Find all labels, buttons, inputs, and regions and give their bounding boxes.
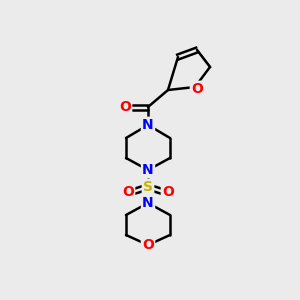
Text: S: S — [143, 180, 153, 194]
Text: O: O — [162, 185, 174, 199]
Text: O: O — [142, 238, 154, 252]
Text: N: N — [142, 163, 154, 177]
Text: N: N — [142, 196, 154, 210]
Text: O: O — [119, 100, 131, 114]
Text: N: N — [142, 118, 154, 132]
Text: O: O — [122, 185, 134, 199]
Text: O: O — [191, 82, 203, 96]
